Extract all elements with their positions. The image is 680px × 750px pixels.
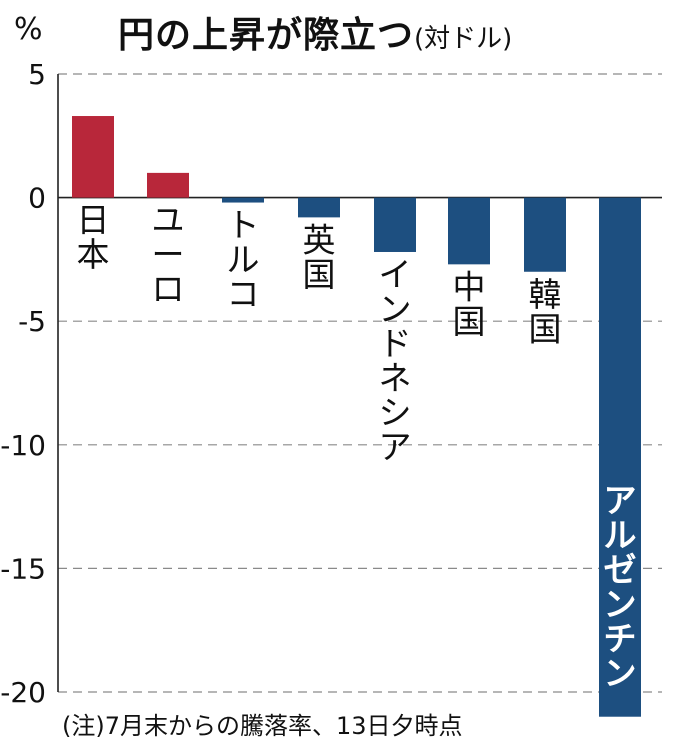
unit-label: % (14, 12, 43, 47)
y-tick-label: 0 (28, 182, 46, 215)
bar (222, 197, 264, 203)
y-tick-label: -5 (18, 305, 46, 338)
y-tick-label: 5 (28, 58, 46, 91)
category-label: 韓国 (529, 275, 562, 349)
bar (72, 116, 114, 198)
bar (599, 197, 641, 717)
category-label: インドネシア (379, 255, 412, 467)
category-label: 英国 (303, 220, 336, 294)
bar (448, 197, 490, 265)
title-main: 円の上昇が際立つ (118, 15, 415, 56)
category-label: 日本 (77, 201, 110, 275)
y-tick-label: -10 (0, 429, 46, 462)
category-label: 中国 (453, 267, 486, 341)
bar (298, 197, 340, 218)
bar (374, 197, 416, 252)
category-label: アルゼンチン (604, 481, 637, 693)
chart-title: 円の上昇が際立つ(対ドル) (118, 6, 512, 58)
y-tick-label: -15 (0, 552, 46, 585)
bar (147, 172, 189, 198)
y-tick-label: -20 (0, 676, 46, 709)
category-label: ユーロ (152, 201, 185, 309)
title-sub: (対ドル) (414, 24, 513, 54)
chart-note: (注)7月末からの騰落率、13日夕時点 (62, 712, 463, 740)
category-label: トルコ (227, 206, 260, 314)
bar (524, 197, 566, 272)
